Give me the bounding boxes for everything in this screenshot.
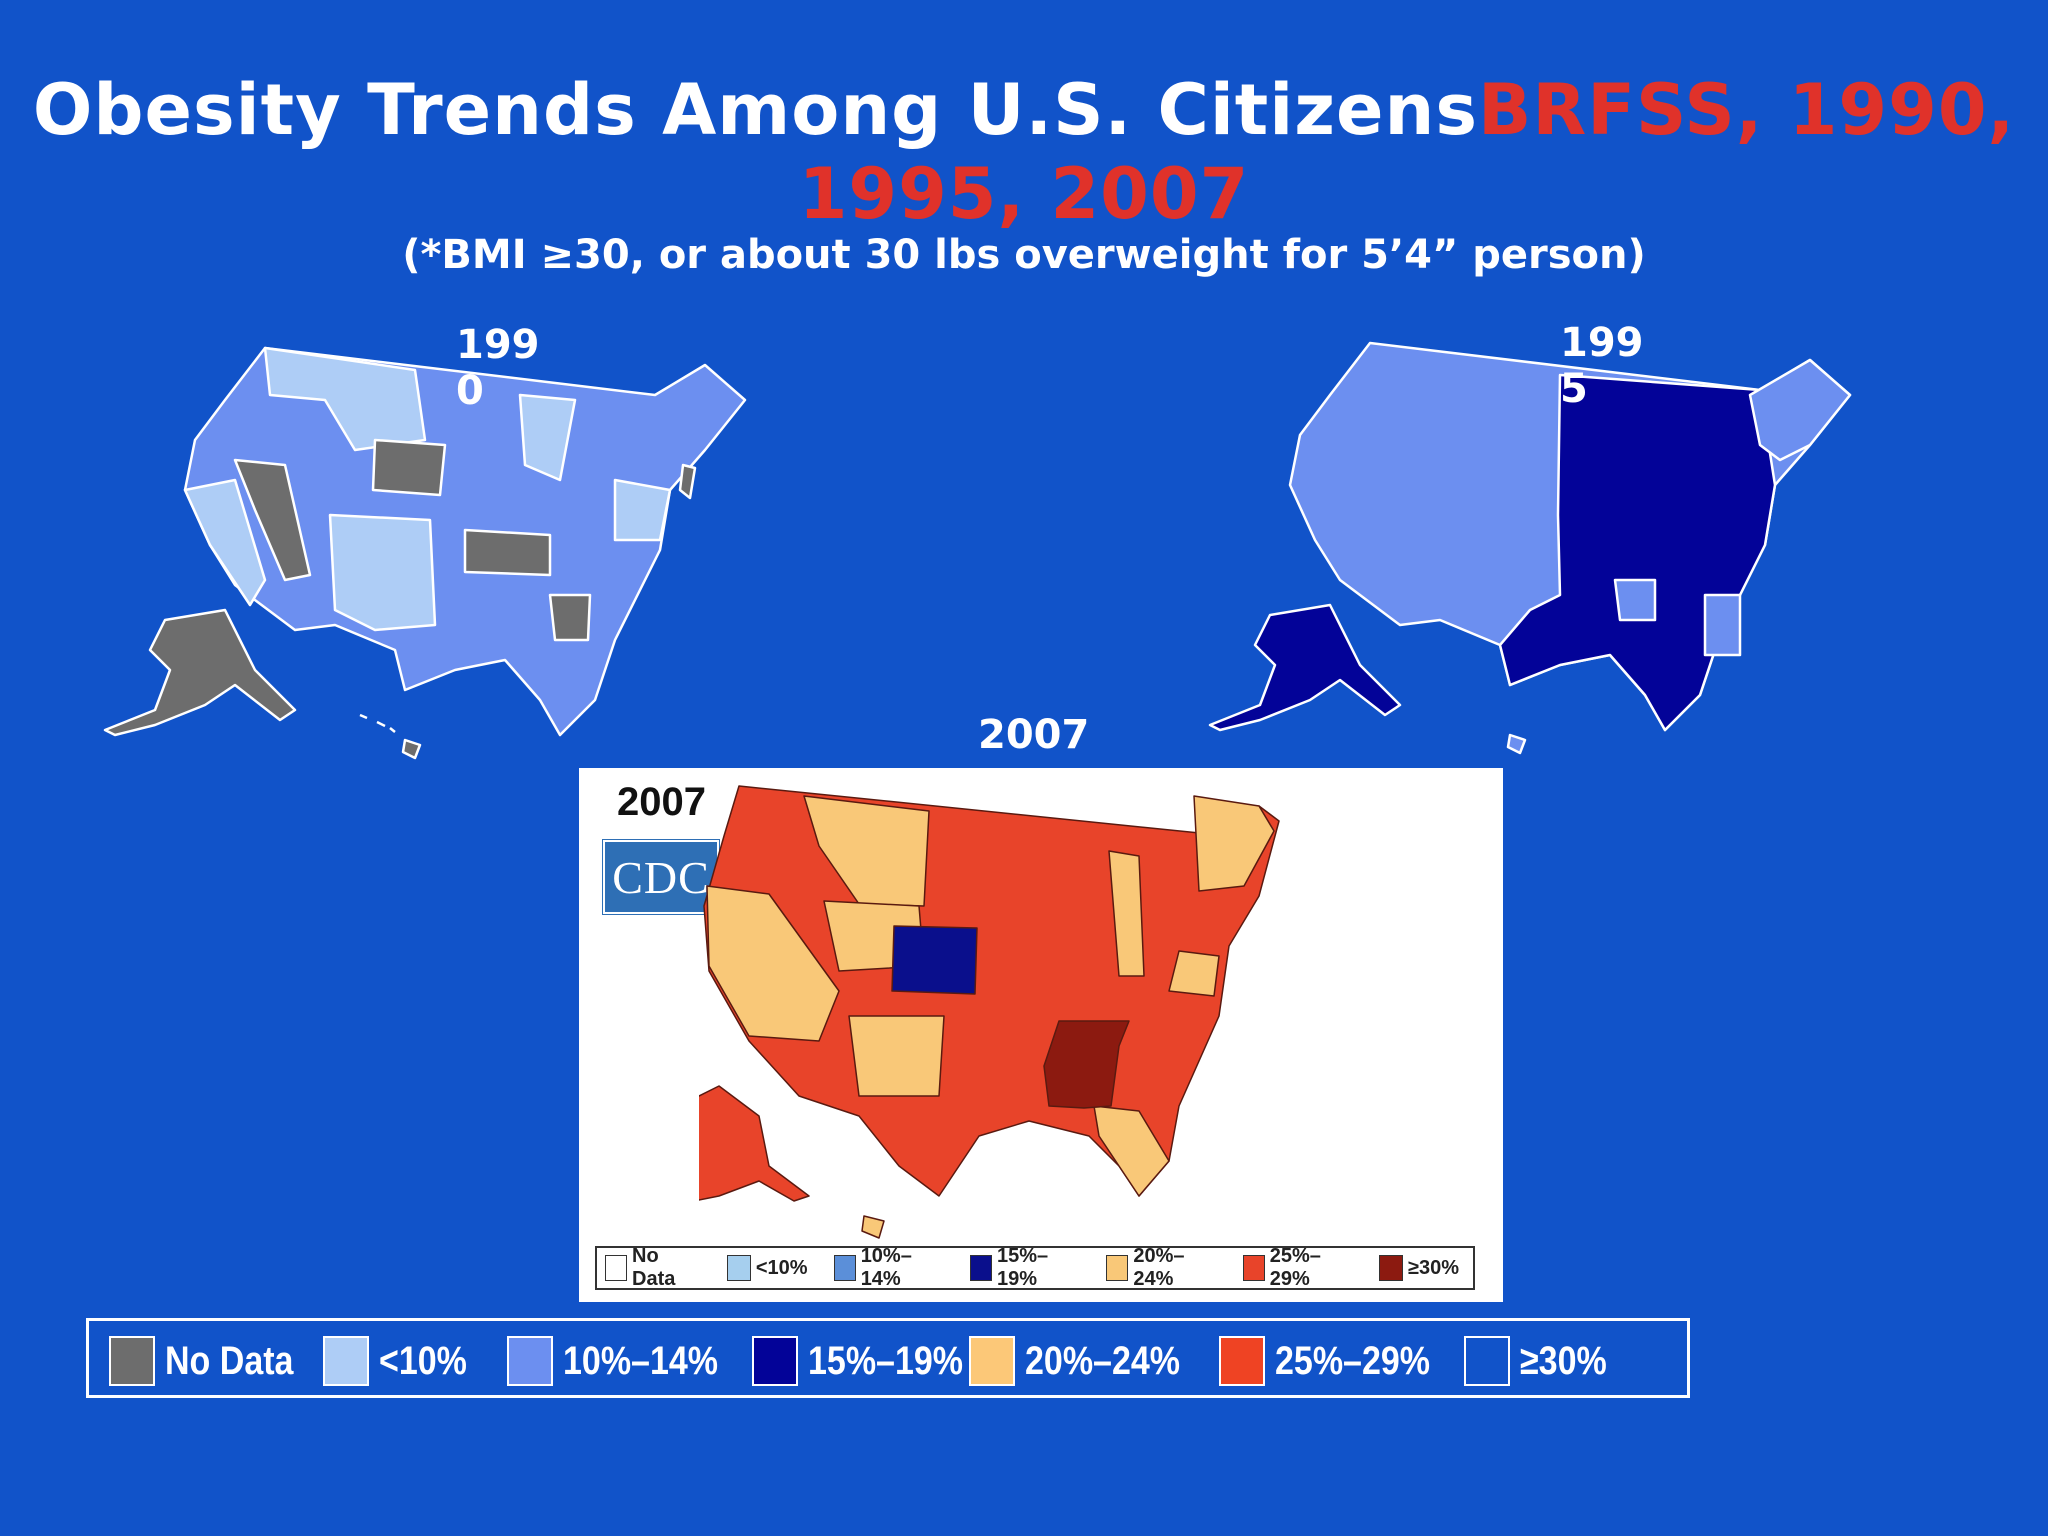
legend-item: <10%	[323, 1336, 482, 1386]
inset-legend-item: 15%–19%	[969, 1245, 1094, 1291]
slide-title: Obesity Trends Among U.S. CitizensBRFSS,…	[0, 68, 2048, 236]
title-main: Obesity Trends Among U.S. Citizens	[32, 69, 1478, 151]
legend-item: 20%–24%	[969, 1336, 1207, 1386]
slide-subtitle: (*BMI ≥30, or about 30 lbs overweight fo…	[402, 232, 1646, 278]
year-label-1995: 199 5	[1560, 320, 1644, 412]
legend-swatch	[969, 1336, 1015, 1386]
year-label-1990: 199 0	[456, 322, 540, 414]
legend-item: 10%–14%	[507, 1336, 745, 1386]
legend-label: 15%–19%	[808, 1338, 964, 1383]
map-1990	[103, 346, 747, 760]
legend-swatch	[507, 1336, 553, 1386]
inset-legend-label: 20%–24%	[1133, 1245, 1185, 1290]
inset-legend-item: No Data	[605, 1245, 715, 1291]
year-label-1990-line1: 199	[456, 322, 540, 368]
legend-item: 25%–29%	[1219, 1336, 1457, 1386]
legend-label: 20%–24%	[1025, 1338, 1181, 1383]
inset-legend-item: 10%–14%	[833, 1245, 958, 1291]
map-1995	[1208, 341, 1852, 755]
legend-label: <10%	[379, 1338, 467, 1383]
legend-label: ≥30%	[1520, 1338, 1607, 1383]
inset-legend-label: <10%	[755, 1256, 808, 1279]
inset-legend-swatch	[1378, 1255, 1403, 1281]
year-label-1990-line2: 0	[456, 368, 484, 414]
cdc-logo: CDC	[602, 839, 720, 915]
legend-swatch	[752, 1336, 798, 1386]
year-label-2007: 2007	[978, 712, 1090, 758]
inset-legend-label: 10%–14%	[860, 1245, 912, 1290]
map-2007-inset: 2007 CDC No Data <10% 10%–14% 15%–19% 20%–24…	[579, 768, 1503, 1302]
cdc-logo-text: CDC	[612, 851, 710, 903]
inset-legend-swatch	[1242, 1255, 1265, 1281]
inset-legend-label: No Data	[632, 1245, 676, 1290]
year-label-1995-line2: 5	[1560, 366, 1588, 412]
legend-swatch	[109, 1336, 155, 1386]
legend-swatch	[323, 1336, 369, 1386]
legend-item: ≥30%	[1464, 1336, 1622, 1386]
inset-legend-label: 25%–29%	[1269, 1245, 1321, 1290]
legend-item: No Data	[109, 1336, 316, 1386]
title-highlight: BRFSS, 1990, 1995, 2007	[798, 69, 2016, 235]
legend-label: 10%–14%	[563, 1338, 719, 1383]
inset-legend-label: ≥30%	[1407, 1256, 1459, 1279]
inset-legend-item: <10%	[726, 1255, 822, 1281]
inset-legend-item: ≥30%	[1378, 1255, 1473, 1281]
inset-legend-item: 25%–29%	[1242, 1245, 1367, 1291]
inset-legend-label: 15%–19%	[997, 1245, 1049, 1290]
legend-swatch	[1464, 1336, 1510, 1386]
year-label-1995-line1: 199	[1560, 320, 1644, 366]
inset-legend-swatch	[969, 1255, 993, 1281]
inset-legend-swatch	[726, 1255, 751, 1281]
legend-swatch	[1219, 1336, 1265, 1386]
inset-legend-swatch	[833, 1255, 856, 1281]
inset-legend-item: 20%–24%	[1106, 1245, 1230, 1291]
inset-year: 2007	[617, 780, 706, 824]
inset-legend-swatch	[605, 1255, 628, 1281]
inset-legend-swatch	[1106, 1255, 1129, 1281]
legend-label: 25%–29%	[1275, 1338, 1431, 1383]
inset-legend: No Data <10% 10%–14% 15%–19% 20%–24% 25%–29% ≥…	[595, 1245, 1475, 1291]
map-2007	[699, 785, 1280, 1239]
legend-item: 15%–19%	[752, 1336, 990, 1386]
legend-label: No Data	[165, 1338, 294, 1383]
legend: No Data <10% 10%–14% 15%–19% 20%–24% 25%–29% ≥…	[86, 1318, 1690, 1398]
